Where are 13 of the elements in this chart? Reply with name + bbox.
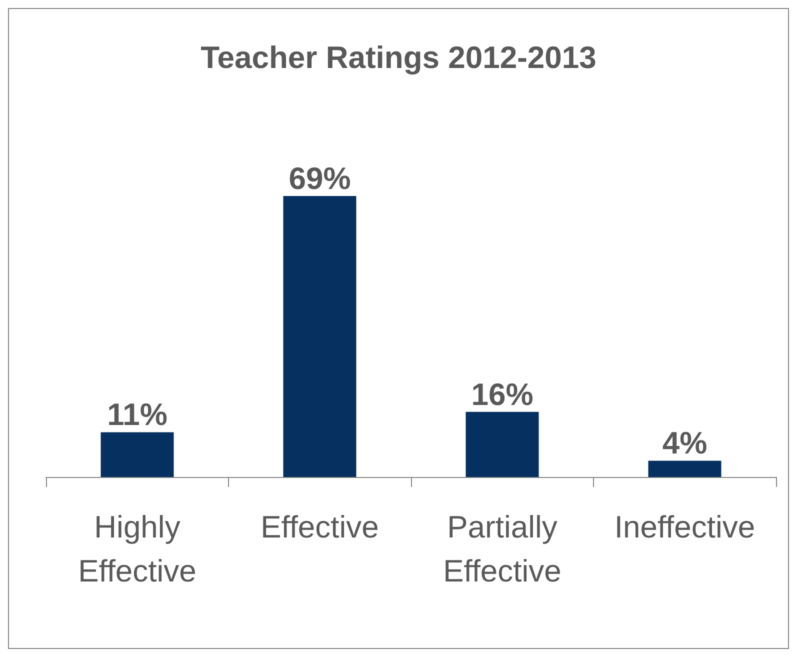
bar xyxy=(466,412,539,477)
data-label: 16% xyxy=(471,376,534,412)
data-label: 11% xyxy=(107,397,168,432)
x-tick-label: Ineffective xyxy=(614,510,756,544)
data-label: 69% xyxy=(288,161,351,196)
bar xyxy=(648,460,722,477)
bar xyxy=(283,196,356,477)
x-tick-label: Effective xyxy=(260,510,379,544)
chart-title: Teacher Ratings 2012-2013 xyxy=(200,40,596,75)
data-label: 4% xyxy=(662,426,708,461)
x-tick-label: Highly Effective xyxy=(78,510,196,588)
x-tick-label: Partially Effective xyxy=(443,510,562,588)
bar xyxy=(100,432,174,477)
